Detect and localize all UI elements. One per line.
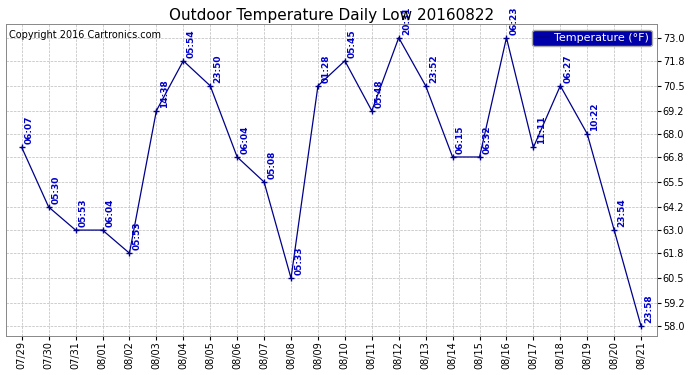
Text: 20:31: 20:31 xyxy=(402,6,411,35)
Text: 14:38: 14:38 xyxy=(159,79,168,108)
Text: 23:54: 23:54 xyxy=(618,198,627,227)
Text: 11:11: 11:11 xyxy=(537,116,546,144)
Text: 05:53: 05:53 xyxy=(132,222,141,250)
Text: 23:52: 23:52 xyxy=(429,54,438,83)
Text: 01:28: 01:28 xyxy=(321,54,331,83)
Text: 06:23: 06:23 xyxy=(510,6,519,35)
Legend: Temperature (°F): Temperature (°F) xyxy=(533,30,652,46)
Text: 06:04: 06:04 xyxy=(240,126,249,154)
Title: Outdoor Temperature Daily Low 20160822: Outdoor Temperature Daily Low 20160822 xyxy=(169,8,494,23)
Text: 05:30: 05:30 xyxy=(52,176,61,204)
Text: 06:04: 06:04 xyxy=(106,199,115,227)
Text: 06:15: 06:15 xyxy=(456,126,465,154)
Text: 05:53: 05:53 xyxy=(79,199,88,227)
Text: 05:45: 05:45 xyxy=(348,29,357,58)
Text: 23:58: 23:58 xyxy=(644,295,653,323)
Text: 06:32: 06:32 xyxy=(483,126,492,154)
Text: Copyright 2016 Cartronics.com: Copyright 2016 Cartronics.com xyxy=(9,30,161,40)
Text: 06:07: 06:07 xyxy=(25,116,34,144)
Text: 05:33: 05:33 xyxy=(294,247,303,275)
Text: 23:50: 23:50 xyxy=(213,54,222,83)
Text: 06:27: 06:27 xyxy=(564,54,573,83)
Text: 05:54: 05:54 xyxy=(186,29,195,58)
Text: 05:48: 05:48 xyxy=(375,79,384,108)
Text: 10:22: 10:22 xyxy=(591,102,600,131)
Text: 05:08: 05:08 xyxy=(267,151,276,179)
